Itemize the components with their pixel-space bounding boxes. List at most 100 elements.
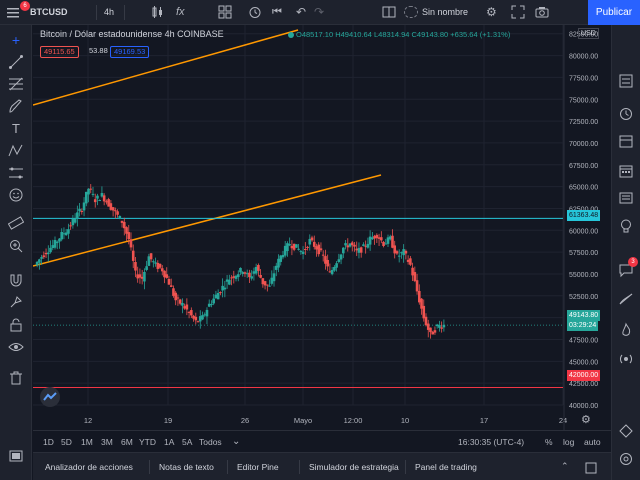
auto-toggle[interactable]: auto (584, 437, 601, 447)
trash-icon[interactable] (8, 370, 24, 386)
candle-body (431, 331, 435, 335)
ruler-icon[interactable] (7, 215, 25, 231)
range-1d[interactable]: 1D (43, 437, 54, 447)
chart-settings-icon[interactable]: ⚙ (581, 414, 591, 426)
interval-selector[interactable]: 4h (104, 7, 115, 17)
x-tick-label: 19 (164, 416, 172, 425)
camera-icon[interactable] (535, 5, 549, 19)
menu-icon[interactable] (6, 5, 20, 19)
watchlist-icon[interactable] (618, 73, 634, 89)
undo-icon[interactable]: ↶ (296, 5, 307, 19)
ask-price[interactable]: 49169.53 (110, 46, 150, 58)
range-todos[interactable]: Todos (199, 437, 222, 447)
range-1m[interactable]: 1M (81, 437, 93, 447)
candle-body (254, 267, 258, 274)
percent-toggle[interactable]: % (545, 437, 553, 447)
candle-body (435, 324, 439, 327)
candle-body (438, 325, 441, 328)
symbol-search[interactable]: BTCUSD (30, 7, 68, 17)
news-icon[interactable] (618, 190, 634, 206)
trendline-icon[interactable] (8, 54, 24, 70)
replay-icon[interactable]: ⏮ (272, 6, 282, 18)
range-ytd[interactable]: YTD (139, 437, 156, 447)
fullscreen-icon[interactable] (511, 5, 525, 19)
prediction-icon[interactable] (8, 165, 24, 181)
data-window-icon[interactable] (618, 133, 634, 149)
layout-icon[interactable] (382, 5, 396, 19)
candle-body (127, 232, 131, 240)
candle-body (236, 274, 240, 278)
candle-body (355, 248, 359, 251)
stay-in-drawing-icon[interactable] (8, 294, 24, 310)
candle-body (402, 249, 405, 256)
magnet-icon[interactable] (8, 272, 24, 288)
crosshair-icon[interactable]: + (11, 32, 21, 48)
clock-timezone[interactable]: 16:30:35 (UTC-4) (458, 437, 525, 447)
x-tick-label: 12:00 (344, 416, 363, 425)
panel-tab-2[interactable]: Notas de texto (159, 462, 214, 472)
range-6m[interactable]: 6M (121, 437, 133, 447)
candle-body (250, 276, 253, 279)
alert-icon[interactable] (248, 5, 262, 19)
broadcast-icon[interactable] (618, 351, 634, 367)
level-tag-cyan: 61363.48 (567, 210, 601, 221)
layout-name[interactable]: Sin nombre (422, 7, 469, 17)
currency-label[interactable]: USD (578, 28, 599, 39)
maximize-panel-icon[interactable] (585, 461, 597, 474)
eye-icon[interactable] (8, 339, 24, 355)
panel-tab-1[interactable]: Analizador de acciones (45, 462, 133, 472)
notifications-icon[interactable] (618, 451, 634, 467)
candle-body (46, 252, 50, 255)
candle-body (324, 256, 327, 264)
emoji-icon[interactable] (8, 187, 24, 203)
hotlist-icon[interactable] (618, 322, 634, 338)
candle-body (145, 266, 148, 270)
panel-tab-3[interactable]: Editor Pine (237, 462, 279, 472)
text-icon[interactable]: T (12, 121, 20, 136)
object-tree-icon[interactable] (8, 448, 24, 464)
publish-button[interactable]: Publicar (588, 0, 640, 25)
candle-body (154, 262, 157, 264)
brush-icon[interactable] (8, 98, 24, 114)
help-icon[interactable] (618, 423, 634, 439)
candle-body (38, 259, 41, 263)
streams-icon[interactable] (618, 291, 634, 307)
range-1a[interactable]: 1A (164, 437, 175, 447)
candle-body (420, 298, 423, 309)
range-3m[interactable]: 3M (101, 437, 113, 447)
pattern-icon[interactable] (8, 143, 24, 159)
indicators-icon[interactable]: fx (176, 6, 185, 18)
candle-body (172, 288, 175, 296)
candle-body (357, 248, 361, 253)
range-5a[interactable]: 5A (182, 437, 193, 447)
range-5d[interactable]: 5D (61, 437, 72, 447)
candle-body (328, 271, 332, 273)
candle-body (183, 306, 186, 309)
tradingview-logo[interactable] (40, 387, 60, 407)
lock-icon[interactable] (8, 317, 24, 333)
bid-price[interactable]: 49115.65 (40, 46, 79, 58)
redo-icon[interactable]: ↷ (314, 5, 325, 19)
candle-type-icon[interactable] (150, 5, 164, 19)
settings-icon[interactable]: ⚙ (486, 5, 497, 19)
candle-body (114, 210, 117, 212)
date-range-icon[interactable]: ⌄ (232, 436, 241, 447)
candle-body (272, 273, 276, 282)
alerts-icon[interactable] (618, 105, 634, 121)
panel-tab-5[interactable]: Panel de trading (415, 462, 477, 472)
ideas-icon[interactable] (618, 218, 634, 234)
candle-body (62, 233, 66, 235)
candle-body (120, 220, 124, 223)
templates-icon[interactable] (218, 5, 232, 19)
fib-icon[interactable] (8, 76, 24, 92)
candle-body (228, 279, 231, 285)
price-chart[interactable]: 82500.00 80000.00 77500.00 75000.00 72500.00… (33, 25, 611, 430)
panel-tab-4[interactable]: Simulador de estrategia (309, 462, 399, 472)
collapse-panel-icon[interactable]: ⌃ (561, 461, 569, 471)
y-tick-label: 77500.00 (569, 75, 598, 82)
zoom-icon[interactable] (8, 238, 24, 254)
chart-legend-title[interactable]: Bitcoin / Dólar estadounidense 4h COINBA… (40, 29, 224, 39)
x-tick-label: Mayo (294, 416, 312, 425)
log-toggle[interactable]: log (563, 437, 575, 447)
calendar-icon[interactable] (618, 163, 634, 179)
